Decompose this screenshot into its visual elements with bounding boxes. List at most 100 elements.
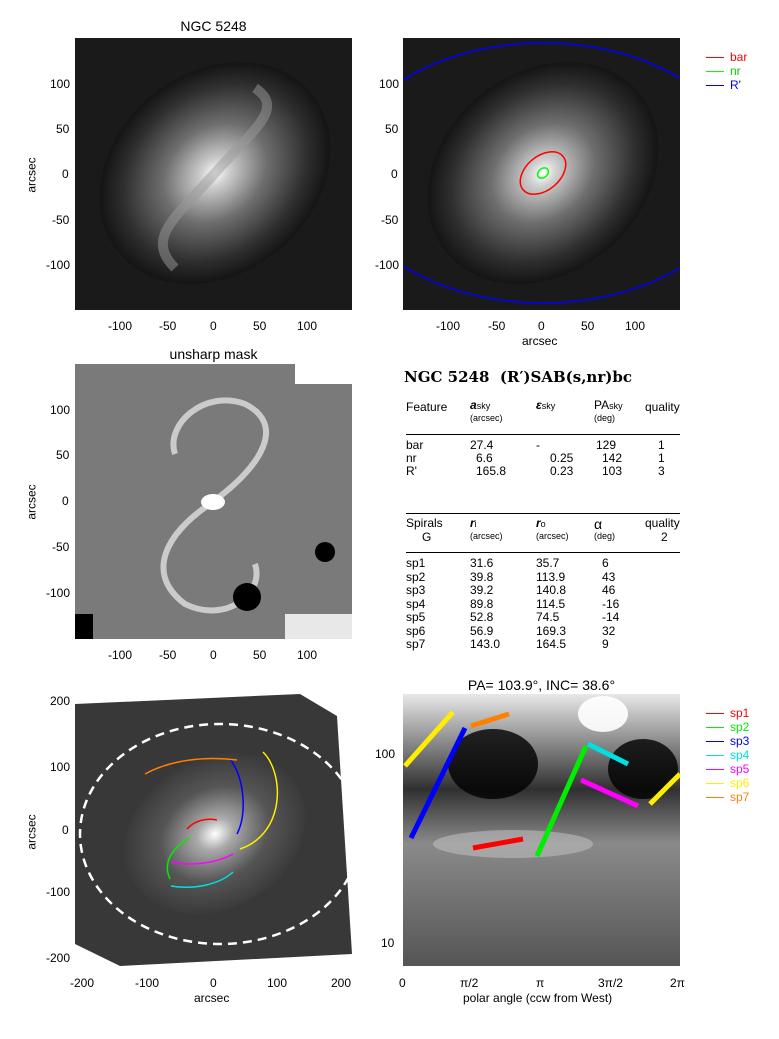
spirals-cell: 32 [602, 623, 616, 638]
spirals-cell: 46 [602, 583, 616, 597]
p3-ytick: 50 [56, 448, 70, 462]
p1-xtick: 50 [253, 319, 267, 333]
r-prime-ellipse [403, 42, 680, 304]
sp6-trace-a [403, 710, 455, 768]
p6-xtick: 0 [399, 976, 406, 990]
spiral-fit-panel [75, 694, 352, 966]
spirals-cell: 164.5 [536, 637, 567, 651]
panel3-ylabel: arcsec [24, 484, 39, 520]
spirals-cell: sp3 [406, 583, 426, 597]
sp2-trace [534, 744, 589, 858]
spirals-cell: 114.5 [536, 596, 566, 611]
polar-plot-svg [403, 694, 680, 966]
p5-ytick: 0 [62, 823, 69, 837]
p1-xtick: 100 [297, 319, 318, 333]
spirals-cell: 113.9 [536, 569, 566, 584]
p2-xtick: 50 [581, 319, 595, 333]
p3-ytick: 0 [62, 494, 69, 508]
p3-ytick: -100 [46, 586, 71, 600]
p1-ytick: -100 [46, 258, 71, 272]
legend-sp4: sp4 [706, 748, 749, 762]
p6-xtick: 2π [670, 976, 685, 990]
p1-ytick: -50 [52, 213, 70, 227]
legend-bar: bar [706, 50, 747, 64]
sp2-fit [166, 837, 191, 880]
unsharp-mask-svg [75, 364, 352, 639]
legend-nr: nr [706, 64, 741, 78]
panel3-title: unsharp mask [169, 346, 258, 362]
sp3-fit [229, 758, 244, 835]
nr-ellipse [536, 167, 550, 179]
spirals-cell: 39.8 [470, 569, 494, 584]
p2-ytick: 100 [379, 77, 400, 91]
legend-sp2: sp2 [706, 720, 749, 734]
spirals-cell: 169.3 [536, 623, 567, 638]
sp6-fit [239, 751, 279, 850]
p2-ytick: -100 [375, 258, 400, 272]
p1-xtick: -50 [159, 319, 177, 333]
classification-title: NGC 5248 (R′)SAB(s,nr)bc [404, 368, 632, 386]
galaxy-image-panel [75, 38, 352, 310]
spirals-cell: 43 [602, 569, 616, 584]
spirals-cell: 89.8 [470, 596, 494, 611]
p2-ytick: 0 [391, 167, 398, 181]
p2-xtick: -50 [488, 319, 506, 333]
panel5-ylabel: arcsec [24, 814, 39, 850]
sp4-fit [170, 871, 234, 888]
p5-ytick: -100 [46, 885, 71, 899]
sp6-trace-b [648, 772, 680, 806]
galaxy-image-svg [75, 38, 352, 310]
p5-xtick: 0 [210, 976, 217, 990]
p1-ytick: 0 [62, 167, 69, 181]
panel1-ylabel: arcsec [24, 157, 39, 193]
features-header: Feature asky (arcsec) εsky PAsky (deg) q… [406, 398, 680, 423]
spirals-cell: 6 [602, 556, 609, 570]
spirals-cell: 9 [602, 637, 609, 651]
panel1-title: NGC 5248 [180, 18, 247, 34]
sp7-trace [470, 711, 510, 729]
p5-ytick: 200 [50, 694, 71, 708]
p2-xtick: 100 [625, 319, 646, 333]
spirals-cell: -16 [602, 596, 620, 611]
p5-ytick: 100 [50, 760, 71, 774]
sp4-trace [586, 741, 630, 767]
p1-xtick: 0 [210, 319, 217, 333]
spirals-cell: sp2 [406, 569, 426, 584]
p3-xtick: 50 [253, 648, 267, 662]
sp5-trace [579, 777, 640, 809]
p5-xtick: -100 [135, 976, 160, 990]
spirals-cell: 140.8 [536, 583, 567, 597]
sp3-trace [408, 726, 468, 840]
legend-sp1: sp1 [706, 706, 749, 720]
polar-plot-panel [403, 694, 680, 966]
spirals-cell: sp1 [406, 556, 426, 570]
p5-xtick: 100 [267, 976, 288, 990]
panel6-xlabel: polar angle (ccw from West) [463, 991, 613, 1005]
spirals-cell: 143.0 [470, 637, 501, 651]
p3-xtick: 0 [210, 648, 217, 662]
p5-xtick: 200 [331, 976, 352, 990]
ellipse-fit-panel [403, 38, 680, 310]
p2-xtick: -100 [436, 319, 461, 333]
p3-ytick: -50 [52, 540, 70, 554]
spiral-fit-svg [75, 694, 352, 966]
legend-r-prime: R' [706, 78, 741, 92]
sp1-fit [186, 818, 218, 830]
legend-sp6: sp6 [706, 776, 749, 790]
p2-ytick: -50 [381, 213, 399, 227]
p1-ytick: 100 [50, 77, 71, 91]
spirals-cell: sp7 [406, 637, 426, 651]
sp1-trace [472, 836, 524, 851]
bar-ellipse [519, 151, 567, 195]
panel2-xlabel: arcsec [522, 334, 558, 348]
p5-xtick: -200 [70, 976, 95, 990]
legend-sp5: sp5 [706, 762, 749, 776]
spirals-cell: 31.6 [470, 556, 494, 570]
spirals-cell: sp4 [406, 596, 426, 611]
spirals-cell: 74.5 [536, 610, 560, 624]
panel6-title: PA= 103.9°, INC= 38.6° [467, 677, 616, 693]
legend-sp7: sp7 [706, 790, 749, 804]
spirals-cell: 56.9 [470, 623, 494, 638]
spirals-cell: sp6 [406, 623, 426, 638]
p6-xtick: 3π/2 [598, 976, 623, 990]
